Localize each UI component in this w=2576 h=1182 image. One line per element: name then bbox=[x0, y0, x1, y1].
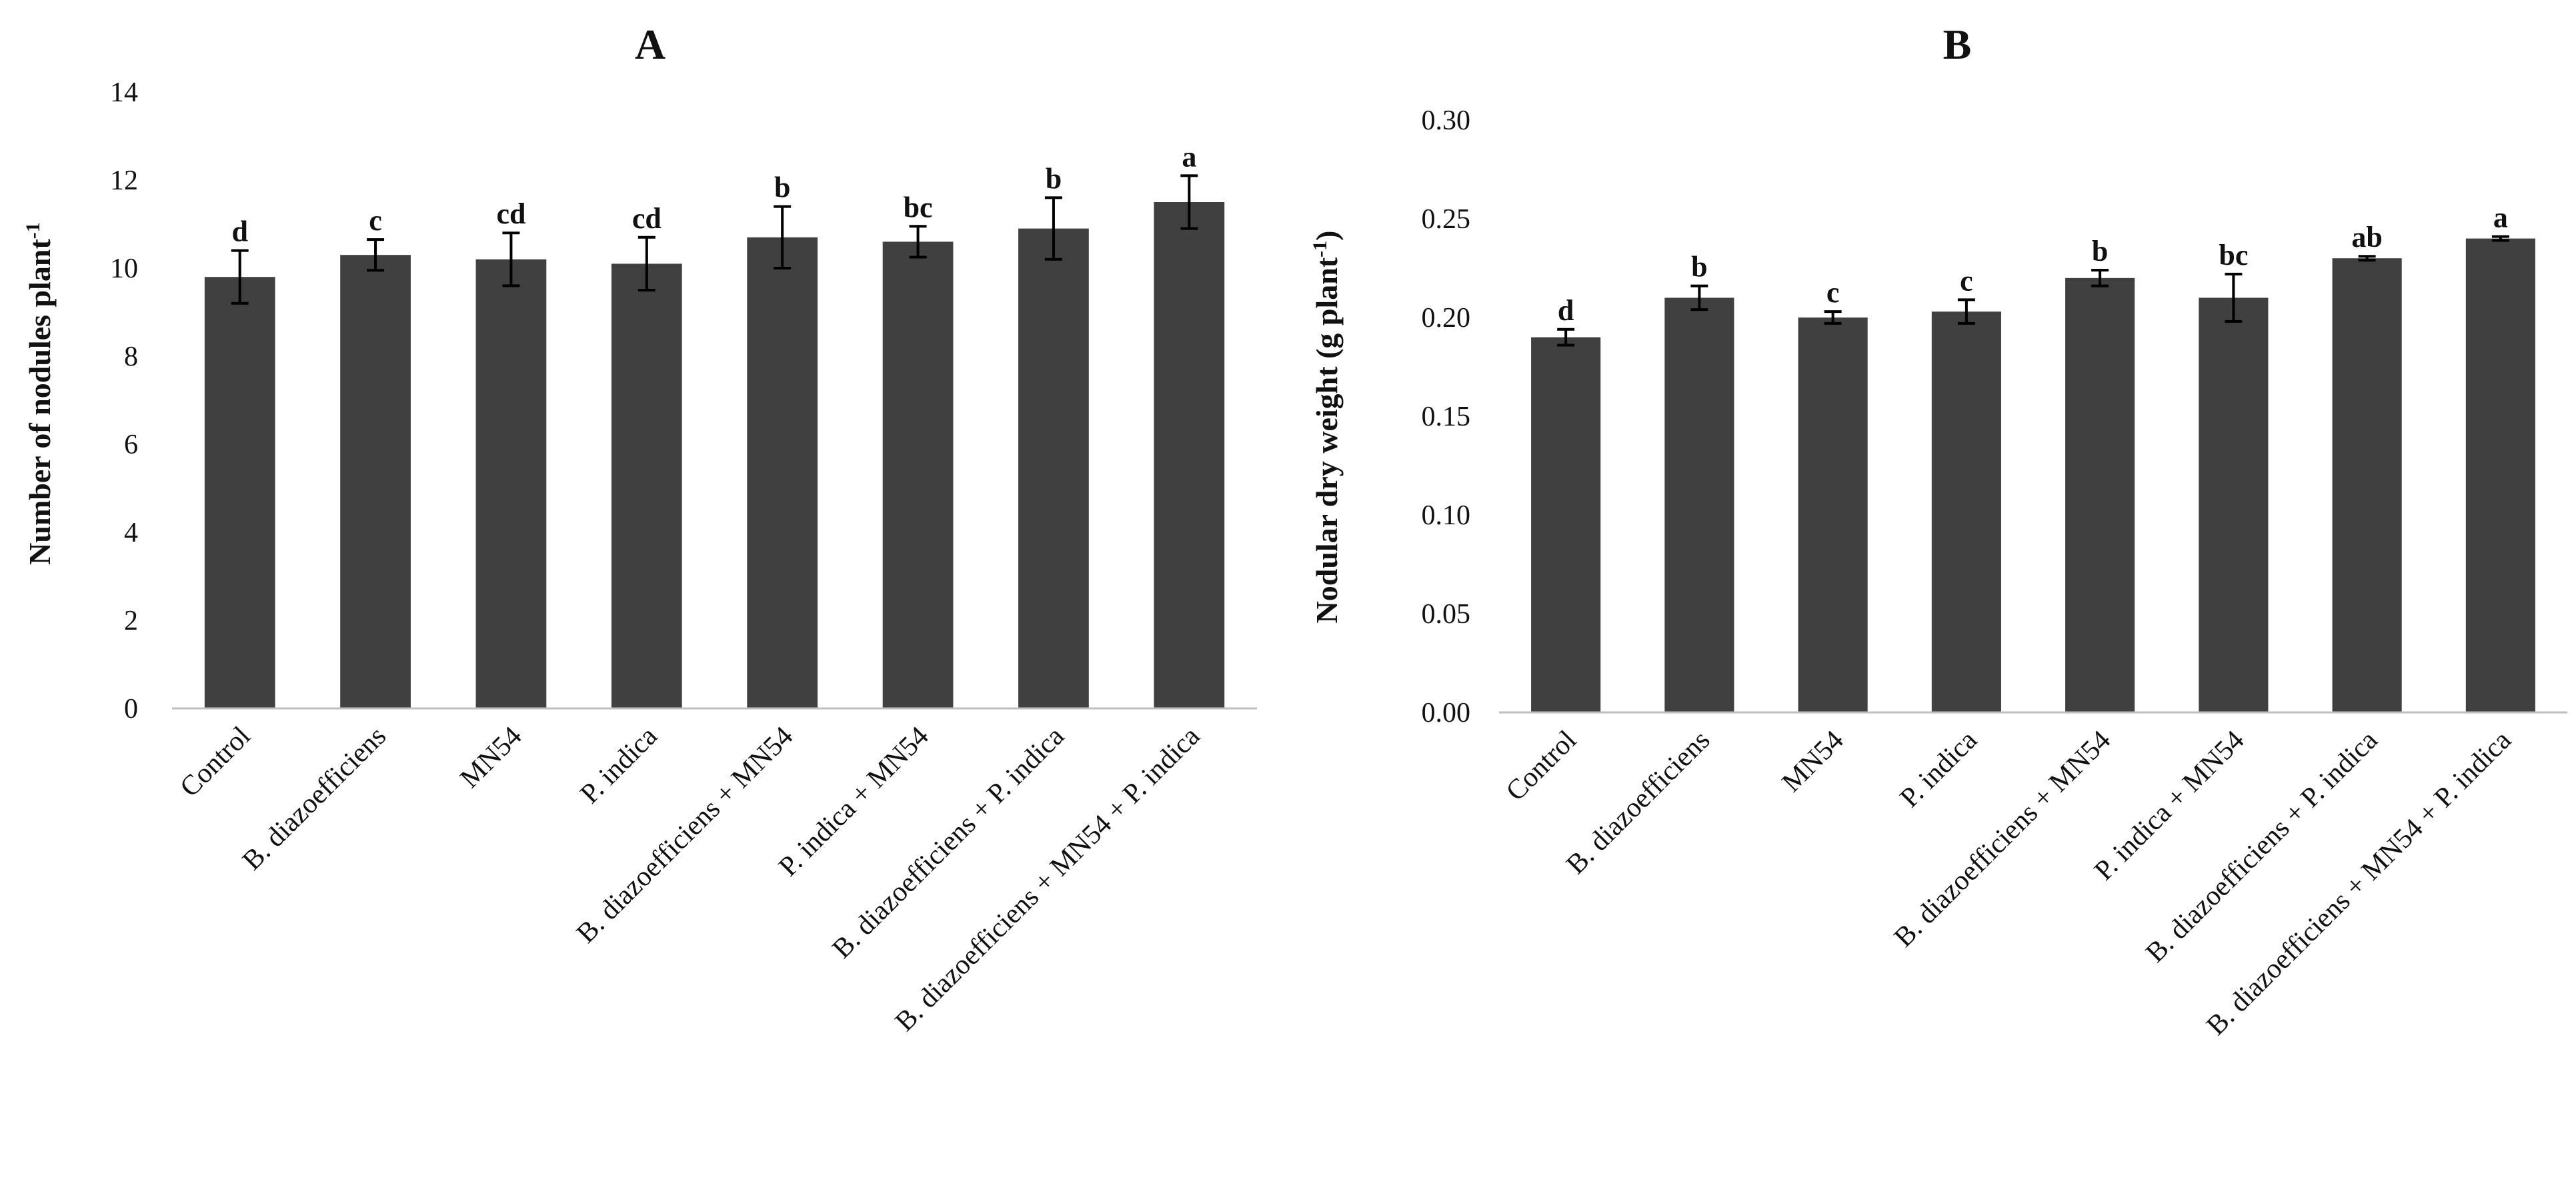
panel-b-category-label: B. diazoefficiens bbox=[1560, 725, 1716, 880]
panel-a-error-bar bbox=[909, 225, 927, 259]
panel-b-category-label: MN54 bbox=[1776, 725, 1850, 798]
panel-b-bar bbox=[2332, 258, 2402, 712]
panel-a-significance-letter: b bbox=[1046, 162, 1062, 195]
panel-a-error-bar bbox=[231, 249, 249, 305]
panel-a-category-label: Control bbox=[174, 721, 256, 803]
panel-a-bar bbox=[340, 255, 411, 708]
panel-a-significance-letter: cd bbox=[632, 202, 662, 235]
panel-a-bar bbox=[475, 259, 547, 708]
panel-a-category-label: B. diazoefficiens + MN54 + P. indica bbox=[890, 720, 1206, 1037]
panel-a-error-bar bbox=[1180, 174, 1198, 230]
panel-b-error-bar bbox=[1957, 298, 1975, 325]
panel-a-bar bbox=[1018, 228, 1089, 709]
panel-a-significance-letter: b bbox=[774, 171, 790, 204]
panel-b-y-axis-label-suffix: ) bbox=[1310, 231, 1344, 241]
panel-a-error-bar bbox=[367, 238, 385, 272]
panel-a-y-ticks: 0 2 4 6 8 10 12 14 bbox=[110, 77, 138, 724]
panel-b-significance-letter: ab bbox=[2351, 221, 2382, 253]
panel-a-chart: A Number of nodules plant-1 02468101214 … bbox=[22, 21, 1257, 1037]
panel-a-significance-letter: cd bbox=[496, 197, 525, 230]
panel-b-y-tick-label: 0.20 bbox=[1422, 303, 1471, 334]
panel-b-y-axis-label: Nodular dry weight (g plant-1) bbox=[1309, 231, 1344, 624]
panel-b-y-axis-label-superscript: -1 bbox=[1309, 241, 1331, 257]
panel-b-bar bbox=[2199, 298, 2269, 712]
panel-a-category-label: MN54 bbox=[454, 721, 527, 794]
panel-b-bars bbox=[1531, 238, 2535, 713]
panel-b-error-bar bbox=[1690, 284, 1708, 312]
panel-a-bars bbox=[204, 202, 1225, 709]
panel-a-bar bbox=[204, 277, 275, 708]
panel-a-significance-letter: d bbox=[231, 215, 247, 248]
panel-a-bar bbox=[611, 263, 682, 708]
panel-b-significance-letter: a bbox=[2493, 201, 2508, 234]
panel-b-y-tick-label: 0.30 bbox=[1422, 105, 1471, 136]
panel-a-y-tick-label: 12 bbox=[110, 165, 138, 196]
panel-a-bar bbox=[882, 241, 954, 708]
panel-a-significance-letters: d c cd cd b bc b a bbox=[231, 140, 1196, 247]
panel-a-y-tick-label: 4 bbox=[124, 518, 138, 548]
panel-a-bar bbox=[747, 237, 818, 708]
panel-b-chart: B Nodular dry weight (g plant-1) 0.000.0… bbox=[1309, 21, 2567, 1041]
panel-a-category-label: B. diazoefficiens + P. indica bbox=[827, 720, 1071, 965]
panel-b-error-bar bbox=[2358, 255, 2376, 262]
panel-a-category-label: P. indica bbox=[575, 720, 664, 809]
panel-a-y-tick-label: 8 bbox=[124, 342, 138, 372]
panel-b-y-tick-label: 0.25 bbox=[1422, 204, 1471, 235]
panel-a-error-bar bbox=[774, 205, 792, 269]
panel-a-error-bar bbox=[1044, 196, 1062, 261]
panel-b-bar bbox=[1931, 312, 2001, 712]
panel-b-category-label: B. diazoefficiens + MN54 bbox=[1888, 725, 2117, 953]
panel-a-error-bar bbox=[637, 235, 656, 291]
panel-b-title: B bbox=[1943, 21, 1972, 68]
panel-b-significance-letter: d bbox=[1558, 294, 1574, 327]
panel-a-error-bars bbox=[231, 174, 1198, 305]
panel-a-y-axis-label: Number of nodules plant-1 bbox=[22, 222, 57, 565]
panel-b-error-bar bbox=[2225, 272, 2243, 323]
panel-b-category-label: B. diazoefficiens + MN54 + P. indica bbox=[2201, 724, 2517, 1041]
panel-b-category-label: B. diazoefficiens + P. indica bbox=[2140, 724, 2384, 969]
panel-b-error-bar bbox=[1557, 328, 1575, 347]
panel-b-error-bars bbox=[1557, 235, 2509, 347]
panel-a-category-label: B. diazoefficiens + MN54 bbox=[571, 721, 799, 949]
panel-b-significance-letter: bc bbox=[2219, 239, 2248, 271]
panel-a-y-tick-label: 2 bbox=[124, 606, 138, 636]
panel-b-significance-letter: b bbox=[1691, 251, 1707, 283]
panel-a-y-tick-label: 0 bbox=[124, 694, 138, 724]
panel-a-y-axis-label-superscript: -1 bbox=[22, 222, 44, 239]
panel-b-y-tick-label: 0.15 bbox=[1422, 402, 1471, 432]
panel-b-error-bar bbox=[2491, 235, 2509, 242]
panel-a-y-tick-label: 6 bbox=[124, 430, 138, 460]
panel-b-y-ticks: 0.00 0.05 0.10 0.15 0.20 0.25 0.30 bbox=[1422, 105, 1471, 728]
panel-a-title: A bbox=[635, 21, 666, 68]
panel-b-y-axis-label-text: Nodular dry weight (g plant bbox=[1310, 257, 1344, 623]
panel-a-error-bar bbox=[502, 231, 520, 287]
panel-b-bar bbox=[2465, 238, 2535, 713]
panel-b-y-tick-label: 0.10 bbox=[1422, 500, 1471, 531]
panel-b-significance-letter: b bbox=[2092, 235, 2108, 267]
panel-b-bar bbox=[1798, 318, 1868, 712]
panel-b-significance-letter: c bbox=[1960, 264, 1973, 297]
panel-b-y-tick-label: 0.05 bbox=[1422, 599, 1471, 630]
panel-a-significance-letter: a bbox=[1182, 140, 1196, 173]
panel-a-significance-letter: c bbox=[369, 204, 382, 237]
panel-a-bar bbox=[1154, 202, 1225, 708]
panel-b-category-label: Control bbox=[1500, 725, 1582, 807]
panel-a-y-axis-label-text: Number of nodules plant bbox=[23, 239, 57, 565]
panel-b-category-label: P. indica bbox=[1894, 724, 1983, 813]
panel-a-y-tick-label: 14 bbox=[110, 77, 138, 108]
panel-b-bar bbox=[1664, 298, 1734, 712]
panel-b-error-bar bbox=[1824, 310, 1842, 325]
panel-b-error-bar bbox=[2091, 268, 2109, 287]
panel-b-bar bbox=[1531, 337, 1601, 713]
panel-a-significance-letter: bc bbox=[904, 191, 933, 223]
panel-a-category-label: B. diazoefficiens bbox=[237, 721, 392, 876]
panel-b-bar bbox=[2065, 277, 2135, 712]
panel-b-y-tick-label: 0.00 bbox=[1422, 698, 1471, 728]
panel-a-y-tick-label: 10 bbox=[110, 253, 138, 284]
panel-b-significance-letter: c bbox=[1826, 276, 1840, 309]
